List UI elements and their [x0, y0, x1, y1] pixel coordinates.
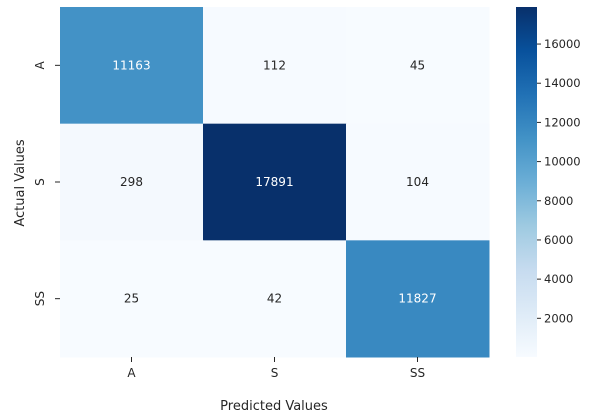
colorbar-tick-label: 12000: [544, 115, 581, 129]
x-tick-label: SS: [410, 366, 425, 380]
colorbar-tick-label: 14000: [544, 76, 581, 90]
heatmap-cell-labels: 11163 112 45 298 17891 104 25 42 11827: [112, 58, 436, 305]
y-tick-label: A: [33, 60, 47, 69]
x-axis-label: Predicted Values: [220, 399, 328, 414]
heatmap-cell: [203, 240, 347, 358]
x-tick-label: S: [271, 366, 279, 380]
cell-value-label: 11827: [398, 292, 436, 306]
cell-value-label: 11163: [112, 58, 150, 72]
cell-value-label: 17891: [255, 175, 293, 189]
y-axis-label: Actual Values: [13, 139, 28, 227]
heatmap-cell: [203, 7, 347, 125]
cell-value-label: 104: [406, 175, 429, 189]
heatmap-cell: [60, 240, 204, 358]
colorbar-tick-label: 10000: [544, 155, 581, 169]
colorbar-tick-label: 2000: [544, 311, 573, 325]
x-tick-label: A: [127, 366, 136, 380]
colorbar-axis: 2000 4000 6000 8000 10000 12000 14000 16000: [537, 37, 581, 325]
y-tick-label: S: [33, 178, 47, 186]
heatmap-cell: [346, 240, 490, 358]
y-tick-label: SS: [33, 291, 47, 306]
cell-value-label: 298: [120, 175, 143, 189]
colorbar-tick-label: 6000: [544, 233, 573, 247]
cell-value-label: 25: [124, 292, 139, 306]
colorbar-tick-label: 4000: [544, 272, 573, 286]
cell-value-label: 42: [267, 292, 282, 306]
heatmap-cells: [60, 7, 490, 358]
heatmap-cell: [346, 123, 490, 241]
colorbar: [516, 7, 537, 357]
cell-value-label: 45: [410, 58, 425, 72]
heatmap-cell: [60, 7, 204, 125]
cell-value-label: 112: [263, 58, 286, 72]
heatmap-cell: [346, 7, 490, 125]
x-axis: A S SS: [127, 357, 425, 380]
heatmap-cell: [203, 123, 347, 241]
colorbar-tick-label: 16000: [544, 37, 581, 51]
heatmap-cell: [60, 123, 204, 241]
colorbar-tick-label: 8000: [544, 194, 573, 208]
